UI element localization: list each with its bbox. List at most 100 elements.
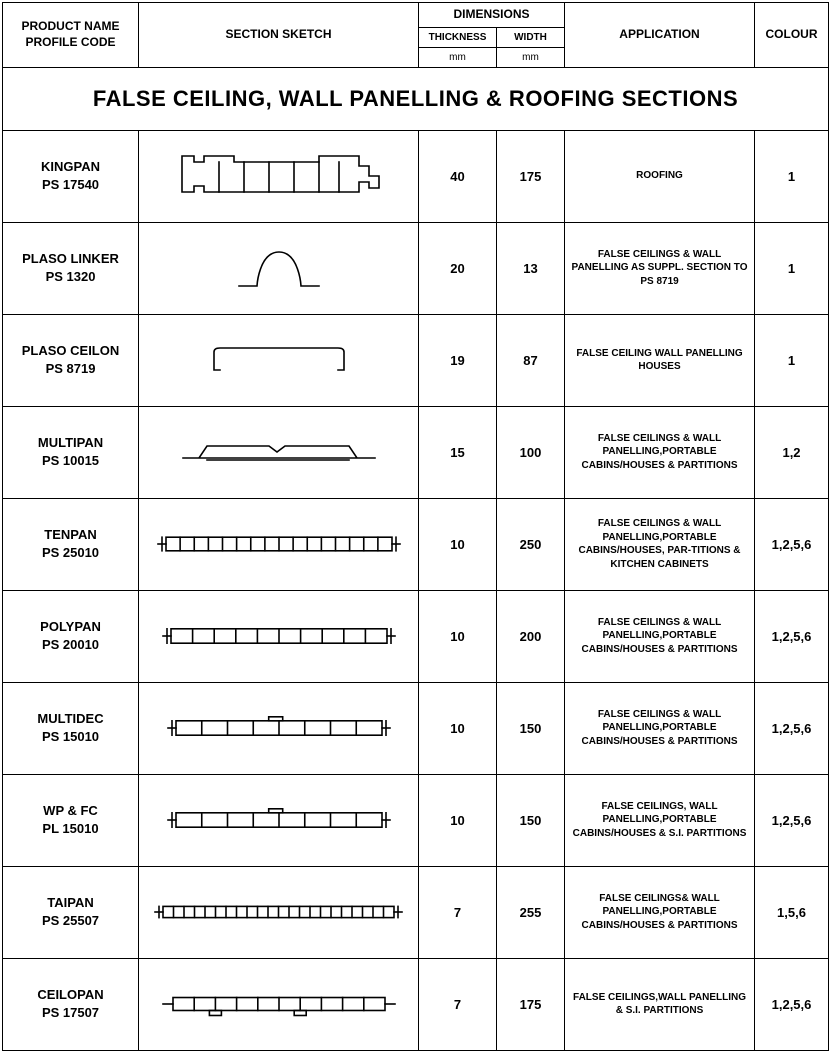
col-header-application: APPLICATION — [565, 3, 755, 68]
thickness-value: 7 — [419, 866, 497, 958]
product-name: PLASO LINKER — [5, 250, 136, 268]
product-cell: KINGPANPS 17540 — [3, 130, 139, 222]
col-header-sketch: SECTION SKETCH — [139, 3, 419, 68]
product-name: WP & FC — [5, 802, 136, 820]
colour-value: 1,5,6 — [755, 866, 829, 958]
width-value: 255 — [497, 866, 565, 958]
application-text: FALSE CEILINGS & WALL PANELLING,PORTABLE… — [565, 682, 755, 774]
section-title-row: FALSE CEILING, WALL PANELLING & ROOFING … — [3, 67, 829, 130]
product-code: PS 25010 — [5, 544, 136, 562]
thickness-value: 10 — [419, 590, 497, 682]
thickness-value: 10 — [419, 498, 497, 590]
col-header-colour: COLOUR — [755, 3, 829, 68]
table-row: MULTIDECPS 15010 10150FALSE CEILINGS & WA… — [3, 682, 829, 774]
table-row: MULTIPANPS 10015 15100FALSE CEILINGS & WA… — [3, 406, 829, 498]
thickness-value: 10 — [419, 682, 497, 774]
product-cell: TAIPANPS 25507 — [3, 866, 139, 958]
application-text: FALSE CEILINGS, WALL PANELLING,PORTABLE … — [565, 774, 755, 866]
product-code: PS 1320 — [5, 268, 136, 286]
thickness-value: 15 — [419, 406, 497, 498]
product-code: PS 15010 — [5, 728, 136, 746]
product-name: MULTIPAN — [5, 434, 136, 452]
colour-value: 1,2,5,6 — [755, 498, 829, 590]
sketch-cell — [139, 222, 419, 314]
col-subheader-width: WIDTH — [497, 27, 565, 47]
product-cell: POLYPANPS 20010 — [3, 590, 139, 682]
colour-value: 1,2 — [755, 406, 829, 498]
table-row: WP & FCPL 15010 10150FALSE CEILINGS, WALL… — [3, 774, 829, 866]
application-text: FALSE CEILINGS & WALL PANELLING,PORTABLE… — [565, 590, 755, 682]
width-value: 200 — [497, 590, 565, 682]
product-code: PS 20010 — [5, 636, 136, 654]
application-text: FALSE CEILINGS& WALL PANELLING,PORTABLE … — [565, 866, 755, 958]
sketch-cell — [139, 682, 419, 774]
product-cell: PLASO CEILONPS 8719 — [3, 314, 139, 406]
product-code: PS 17540 — [5, 176, 136, 194]
product-name: KINGPAN — [5, 158, 136, 176]
application-text: ROOFING — [565, 130, 755, 222]
table-row: PLASO LINKERPS 1320 2013FALSE CEILINGS & … — [3, 222, 829, 314]
thickness-value: 10 — [419, 774, 497, 866]
thickness-value: 20 — [419, 222, 497, 314]
colour-value: 1,2,5,6 — [755, 958, 829, 1050]
table-row: KINGPANPS 17540 40175ROOFING1 — [3, 130, 829, 222]
product-cell: PLASO LINKERPS 1320 — [3, 222, 139, 314]
colour-value: 1,2,5,6 — [755, 774, 829, 866]
table-row: TAIPANPS 25507 7255FALSE CEILINGS& WALL P… — [3, 866, 829, 958]
colour-value: 1 — [755, 222, 829, 314]
product-cell: WP & FCPL 15010 — [3, 774, 139, 866]
thickness-value: 7 — [419, 958, 497, 1050]
width-value: 250 — [497, 498, 565, 590]
sketch-cell — [139, 406, 419, 498]
sketch-cell — [139, 314, 419, 406]
product-cell: MULTIDECPS 15010 — [3, 682, 139, 774]
product-code: PL 15010 — [5, 820, 136, 838]
col-subheader-thickness: THICKNESS — [419, 27, 497, 47]
sketch-cell — [139, 590, 419, 682]
unit-thickness: mm — [419, 47, 497, 67]
application-text: FALSE CEILINGS & WALL PANELLING,PORTABLE… — [565, 406, 755, 498]
colour-value: 1,2,5,6 — [755, 590, 829, 682]
colour-value: 1 — [755, 314, 829, 406]
product-code: PS 10015 — [5, 452, 136, 470]
application-text: FALSE CEILING WALL PANELLING HOUSES — [565, 314, 755, 406]
product-cell: MULTIPANPS 10015 — [3, 406, 139, 498]
application-text: FALSE CEILINGS & WALL PANELLING AS SUPPL… — [565, 222, 755, 314]
table-header-row: PRODUCT NAME PROFILE CODE SECTION SKETCH… — [3, 3, 829, 28]
width-value: 150 — [497, 682, 565, 774]
sketch-cell — [139, 866, 419, 958]
col-header-dimensions: DIMENSIONS — [419, 3, 565, 28]
product-name: TAIPAN — [5, 894, 136, 912]
product-cell: TENPANPS 25010 — [3, 498, 139, 590]
product-name: MULTIDEC — [5, 710, 136, 728]
colour-value: 1 — [755, 130, 829, 222]
product-spec-table: PRODUCT NAME PROFILE CODE SECTION SKETCH… — [2, 2, 829, 1051]
table-row: TENPANPS 25010 10250FALSE CEILINGS & WALL… — [3, 498, 829, 590]
width-value: 87 — [497, 314, 565, 406]
width-value: 150 — [497, 774, 565, 866]
sketch-cell — [139, 130, 419, 222]
application-text: FALSE CEILINGS,WALL PANELLING & S.I. PAR… — [565, 958, 755, 1050]
product-name: PLASO CEILON — [5, 342, 136, 360]
product-name: CEILOPAN — [5, 986, 136, 1004]
product-code: PS 17507 — [5, 1004, 136, 1022]
application-text: FALSE CEILINGS & WALL PANELLING,PORTABLE… — [565, 498, 755, 590]
product-code: PS 8719 — [5, 360, 136, 378]
thickness-value: 40 — [419, 130, 497, 222]
sketch-cell — [139, 774, 419, 866]
section-title: FALSE CEILING, WALL PANELLING & ROOFING … — [3, 67, 829, 130]
width-value: 13 — [497, 222, 565, 314]
width-value: 175 — [497, 958, 565, 1050]
product-name: TENPAN — [5, 526, 136, 544]
width-value: 175 — [497, 130, 565, 222]
table-row: CEILOPANPS 17507 7175FALSE CEILINGS,WALL … — [3, 958, 829, 1050]
unit-width: mm — [497, 47, 565, 67]
sketch-cell — [139, 958, 419, 1050]
table-row: POLYPANPS 20010 10200FALSE CEILINGS & WAL… — [3, 590, 829, 682]
product-code: PS 25507 — [5, 912, 136, 930]
width-value: 100 — [497, 406, 565, 498]
col-header-product: PRODUCT NAME PROFILE CODE — [3, 3, 139, 68]
colour-value: 1,2,5,6 — [755, 682, 829, 774]
sketch-cell — [139, 498, 419, 590]
product-name: POLYPAN — [5, 618, 136, 636]
